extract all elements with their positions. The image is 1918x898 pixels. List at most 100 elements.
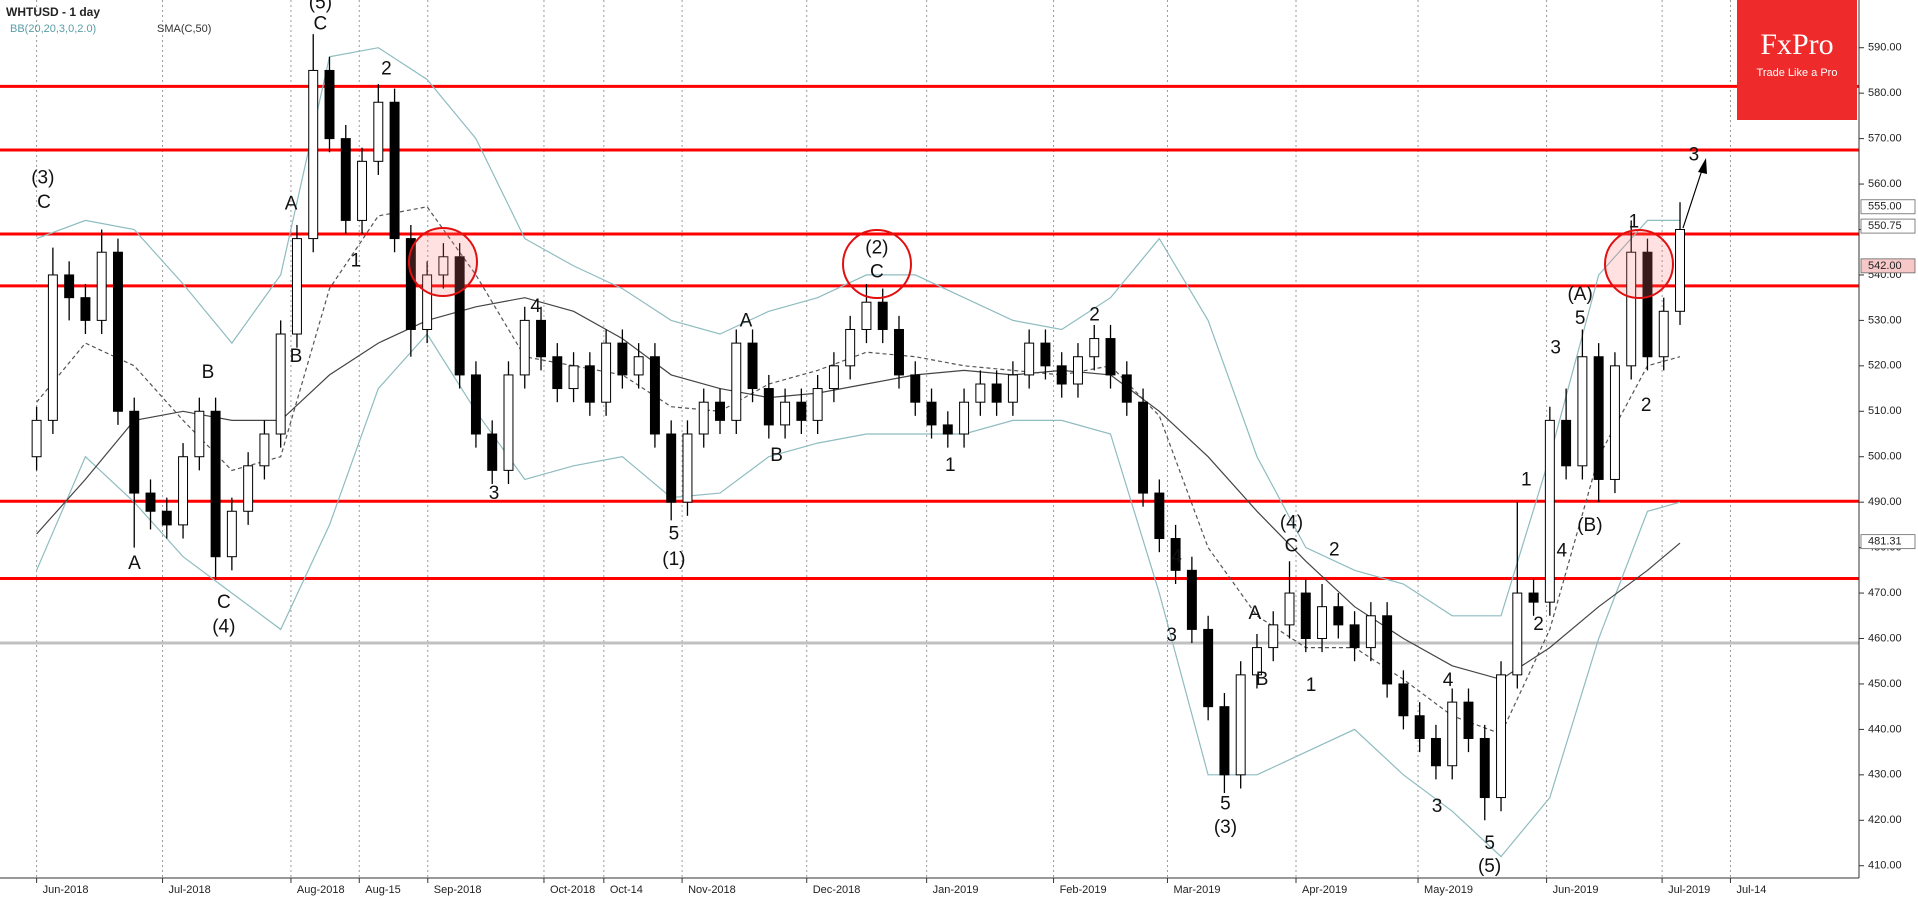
y-tick-label: 420.00: [1868, 814, 1902, 826]
candle-body: [552, 356, 563, 390]
y-tick-label: 410.00: [1868, 860, 1902, 872]
wave-label: 2: [1089, 305, 1100, 326]
y-tick-label: 570.00: [1868, 133, 1902, 145]
highlight-circle: [408, 227, 478, 297]
indicator-layer: [36, 47, 1681, 858]
candle-body: [405, 238, 416, 330]
candle-body: [812, 388, 823, 421]
wave-label: (1): [662, 549, 685, 570]
wave-label: 3: [489, 483, 500, 504]
chart-title: WHTUSD - 1 day: [6, 5, 100, 19]
candle-body: [96, 251, 107, 321]
candle-body: [519, 319, 530, 376]
candle-body: [226, 510, 237, 558]
candle-body: [178, 456, 189, 526]
y-tick-label: 520.00: [1868, 360, 1902, 372]
candle-body: [715, 401, 725, 421]
arrow-head: [1698, 158, 1707, 174]
candle-body: [1496, 674, 1507, 799]
candle-body: [438, 256, 449, 276]
x-tick-label: Oct-14: [610, 884, 643, 896]
wave-label: 5: [1575, 308, 1586, 329]
wave-label: A: [128, 553, 141, 574]
candle-body: [959, 401, 970, 435]
price-tag-label: 481.31: [1868, 536, 1902, 548]
x-tick-label: Mar-2019: [1173, 884, 1220, 896]
y-tick-label: 450.00: [1868, 678, 1902, 690]
candle-body: [1154, 492, 1165, 540]
wave-label: B: [1256, 669, 1269, 690]
wave-label: C: [870, 262, 884, 283]
candle-body: [698, 401, 709, 435]
candle-body: [1414, 715, 1425, 739]
candle-body: [1007, 374, 1018, 403]
logo-tagline: Trade Like a Pro: [1757, 67, 1838, 79]
candle-body: [649, 356, 660, 435]
candle-body: [454, 256, 465, 376]
candle-body: [763, 388, 774, 426]
logo: FxPro Trade Like a Pro: [1737, 0, 1857, 120]
wave-label: 4: [530, 296, 541, 317]
candle-body: [601, 342, 612, 403]
candle-body: [1186, 569, 1197, 630]
candle-body: [1138, 401, 1149, 494]
candle-body: [828, 365, 839, 390]
candle-body: [259, 433, 270, 467]
candle-body: [1056, 365, 1067, 385]
wave-label: C: [1285, 536, 1299, 557]
candle-body: [1333, 606, 1344, 626]
x-tick-label: May-2019: [1424, 884, 1473, 896]
y-tick-label: 580.00: [1868, 87, 1902, 99]
candle-body: [129, 410, 140, 494]
indicator-label: BB(20,20,3,0,2.0): [10, 23, 96, 35]
x-tick-label: Aug-2018: [297, 884, 345, 896]
candle-body: [780, 401, 791, 426]
wave-label: C: [37, 192, 51, 213]
x-tick-label: Jan-2019: [933, 884, 979, 896]
wave-label: (3): [31, 168, 54, 189]
candle-body: [942, 424, 953, 435]
wave-label: B: [202, 362, 215, 383]
wave-label: (5): [309, 0, 332, 14]
candle-body: [194, 410, 205, 458]
target-arrow: [1682, 158, 1707, 229]
candle-body: [1365, 615, 1376, 649]
wave-label: A: [740, 311, 753, 332]
wave-label: 3: [1432, 796, 1443, 817]
candle-body: [1235, 674, 1246, 776]
x-tick-label: Jun-2018: [43, 884, 89, 896]
indicator-line: [36, 297, 1681, 681]
candle-body: [991, 383, 1002, 403]
candle-body: [731, 342, 742, 421]
highlight-circles: [408, 227, 1674, 299]
candle-body: [1577, 356, 1588, 467]
candle-body: [308, 69, 319, 240]
candle-body: [536, 319, 546, 358]
y-tick-label: 530.00: [1868, 314, 1902, 326]
candle-body: [324, 69, 335, 140]
wave-label: (2): [865, 237, 888, 258]
wave-label: (4): [1280, 512, 1303, 533]
candle-body: [568, 365, 579, 390]
wave-label: 5: [669, 523, 680, 544]
wave-label: A: [1248, 603, 1261, 624]
candle-body: [877, 301, 888, 330]
wave-label: 1: [945, 455, 956, 476]
x-tick-label: Jul-14: [1736, 884, 1766, 896]
wave-label: (5): [1478, 856, 1501, 877]
y-tick-label: 470.00: [1868, 587, 1902, 599]
candle-body: [1447, 701, 1458, 767]
candle-body: [422, 274, 433, 330]
wave-label: 2: [1533, 614, 1544, 635]
price-tag-box: [1860, 534, 1916, 550]
candle-body: [373, 101, 384, 162]
wave-label: 3: [1689, 144, 1700, 165]
wave-label: 5: [1484, 833, 1495, 854]
candle-body: [80, 297, 91, 321]
x-tick-label: Apr-2019: [1302, 884, 1347, 896]
price-tag-label: 550.75: [1868, 220, 1902, 232]
candle-body: [389, 101, 400, 240]
x-tick-label: Aug-15: [365, 884, 400, 896]
